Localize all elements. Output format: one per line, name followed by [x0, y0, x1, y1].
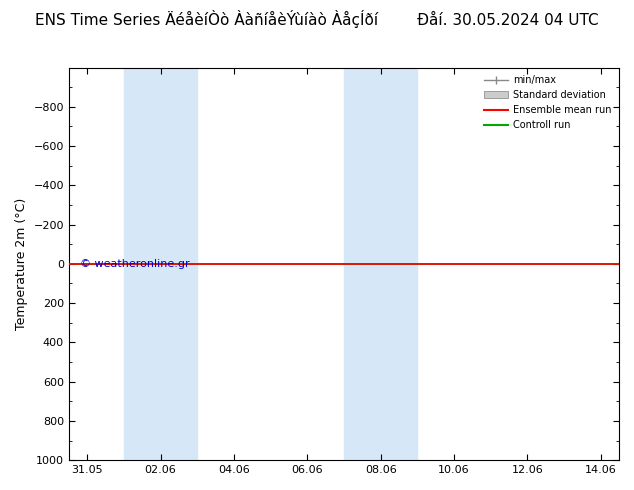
Legend: min/max, Standard deviation, Ensemble mean run, Controll run: min/max, Standard deviation, Ensemble me… [481, 73, 614, 133]
Text: ENS Time Series ÄéåèíÒò ÀàñíåèÝùíàò ÀåçÍðí        Đåí. 30.05.2024 04 UTC: ENS Time Series ÄéåèíÒò ÀàñíåèÝùíàò ÀåçÍ… [36, 10, 598, 28]
Text: © weatheronline.gr: © weatheronline.gr [80, 259, 190, 269]
Y-axis label: Temperature 2m (°C): Temperature 2m (°C) [15, 198, 28, 330]
Bar [124, 68, 197, 460]
Bar [344, 68, 417, 460]
